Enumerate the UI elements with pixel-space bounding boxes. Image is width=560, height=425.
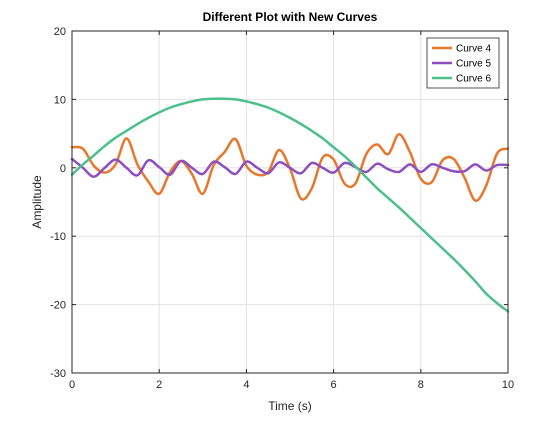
- chart-title: Different Plot with New Curves: [203, 10, 378, 24]
- y-tick-label: -30: [50, 368, 66, 380]
- x-axis-title: Time (s): [268, 399, 312, 413]
- x-tick-label: 0: [69, 379, 75, 391]
- x-tick-label: 6: [331, 379, 337, 391]
- x-tick-label: 10: [502, 379, 514, 391]
- x-tick-label: 4: [243, 379, 249, 391]
- y-tick-label: 10: [54, 94, 66, 106]
- x-tick-label: 8: [418, 379, 424, 391]
- ticks: 0 2 4 6 8 10 -30 -20 -10 0 10 20: [50, 26, 514, 391]
- y-tick-label: -20: [50, 300, 66, 312]
- legend-label-curve-6: Curve 6: [456, 74, 491, 85]
- x-tick-label: 2: [156, 379, 162, 391]
- legend-label-curve-4: Curve 4: [456, 44, 491, 55]
- y-tick-label: 0: [60, 163, 66, 175]
- series-line-curve-6: [70, 97, 510, 313]
- series-group: [70, 97, 510, 313]
- plot-frame: [71, 30, 509, 374]
- y-axis-title: Amplitude: [30, 175, 44, 229]
- series-line-curve-5: [70, 157, 510, 178]
- y-tick-label: -10: [50, 231, 66, 243]
- y-tick-label: 20: [54, 26, 66, 38]
- legend: Curve 4 Curve 5 Curve 6: [426, 37, 500, 89]
- legend-label-curve-5: Curve 5: [456, 59, 491, 70]
